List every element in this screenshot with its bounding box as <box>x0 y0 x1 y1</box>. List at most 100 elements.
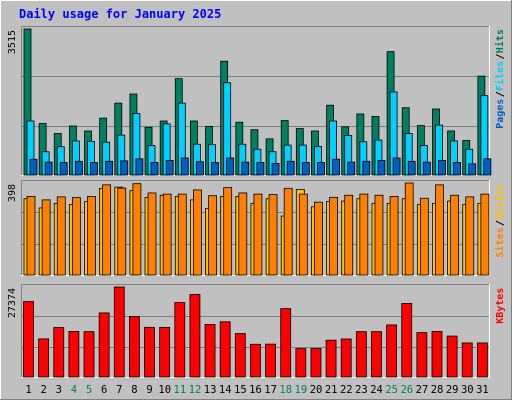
bar-pages-day-28 <box>438 160 446 176</box>
legend-label-sites: Sites <box>494 227 506 257</box>
day-label-27: 27 <box>416 384 429 396</box>
bar-pages-day-5 <box>90 162 98 176</box>
bar-sites-day-29 <box>450 194 460 276</box>
day-label-15: 15 <box>234 384 247 396</box>
bar-pages-day-24 <box>377 160 386 176</box>
bar-sites-day-19 <box>298 193 308 276</box>
bar-kbytes-day-16 <box>250 343 261 378</box>
bar-pages-day-22 <box>347 161 356 176</box>
day-label-13: 13 <box>204 384 217 396</box>
bar-kbytes-day-28 <box>431 331 443 378</box>
bar-pages-day-18 <box>286 160 295 176</box>
bar-kbytes-day-26 <box>401 303 413 378</box>
bar-sites-day-12 <box>193 189 202 276</box>
legend-separator: / <box>495 220 506 226</box>
day-label-26: 26 <box>400 384 413 396</box>
bar-sites-day-17 <box>268 194 278 276</box>
day-label-1: 1 <box>25 384 31 396</box>
bar-kbytes-day-4 <box>68 331 80 378</box>
day-label-19: 19 <box>295 384 308 396</box>
day-label-3: 3 <box>56 384 62 396</box>
legend-label-kbytes: KBytes <box>495 288 506 324</box>
y-max-label-visits-sites: 398 <box>7 184 18 202</box>
bar-sites-day-16 <box>253 193 263 276</box>
legend-label-visits: Visits <box>494 184 506 220</box>
day-label-22: 22 <box>340 384 353 396</box>
bar-kbytes-day-6 <box>98 312 110 378</box>
bar-kbytes-day-23 <box>355 331 367 378</box>
legend-label-pages: Pages <box>495 99 506 129</box>
bar-kbytes-day-27 <box>416 332 428 378</box>
day-label-16: 16 <box>249 384 262 396</box>
bar-pages-day-8 <box>135 158 144 176</box>
bar-sites-day-1 <box>26 196 36 276</box>
bar-kbytes-day-31 <box>476 342 488 378</box>
bar-kbytes-day-18 <box>280 308 292 378</box>
bar-pages-day-14 <box>226 157 235 176</box>
bar-sites-day-11 <box>177 193 187 276</box>
bar-sites-day-10 <box>162 193 172 276</box>
day-label-11: 11 <box>174 384 187 396</box>
bar-kbytes-day-20 <box>310 348 322 378</box>
bar-pages-day-3 <box>59 162 68 176</box>
day-label-18: 18 <box>279 384 292 396</box>
bar-kbytes-day-9 <box>144 326 155 378</box>
bar-sites-day-7 <box>117 187 127 276</box>
bar-pages-day-31 <box>483 158 492 176</box>
bar-sites-day-3 <box>56 196 66 276</box>
day-label-31: 31 <box>476 384 489 396</box>
bar-pages-day-25 <box>392 157 401 176</box>
bar-pages-day-9 <box>150 162 159 176</box>
bar-kbytes-day-5 <box>83 331 95 378</box>
day-label-9: 9 <box>146 384 152 396</box>
legend-label-hits: Hits <box>494 29 506 53</box>
chart-title: Daily usage for January 2025 <box>19 7 221 21</box>
bar-pages-day-30 <box>468 163 477 176</box>
day-label-10: 10 <box>158 384 171 396</box>
bar-sites-day-4 <box>71 197 81 276</box>
bar-pages-day-26 <box>407 160 416 176</box>
day-label-14: 14 <box>219 384 232 396</box>
bar-kbytes-day-3 <box>53 327 65 378</box>
bar-sites-day-30 <box>465 196 475 276</box>
bar-sites-day-22 <box>344 194 354 276</box>
bar-sites-day-20 <box>314 201 323 276</box>
bar-pages-day-29 <box>453 162 462 176</box>
bar-pages-day-27 <box>422 161 431 176</box>
legend-separator: / <box>495 91 506 97</box>
bar-sites-day-23 <box>359 193 369 276</box>
bar-pages-day-7 <box>120 160 129 176</box>
bar-sites-day-2 <box>41 199 51 276</box>
y-max-label-hits-files-pages: 3515 <box>7 30 18 54</box>
bar-sites-day-18 <box>283 187 293 276</box>
legend-separator: / <box>495 53 506 59</box>
day-label-6: 6 <box>101 384 107 396</box>
bar-kbytes-day-2 <box>38 338 50 378</box>
bar-kbytes-day-21 <box>325 339 337 378</box>
day-label-30: 30 <box>461 384 474 396</box>
bar-sites-day-9 <box>147 192 157 276</box>
bar-sites-day-31 <box>480 193 490 276</box>
bar-kbytes-day-24 <box>371 331 382 378</box>
bar-kbytes-day-13 <box>204 323 216 378</box>
bar-pages-day-21 <box>332 158 340 176</box>
bar-sites-day-13 <box>208 195 217 276</box>
bar-pages-day-10 <box>165 160 174 176</box>
bar-sites-day-5 <box>87 196 96 276</box>
day-label-21: 21 <box>325 384 338 396</box>
y-max-label-kbytes: 27374 <box>7 288 18 318</box>
bar-kbytes-day-7 <box>113 286 125 378</box>
day-label-23: 23 <box>355 384 368 396</box>
bar-sites-day-26 <box>404 182 414 276</box>
bar-kbytes-day-11 <box>174 302 186 378</box>
bar-kbytes-day-1 <box>23 301 34 378</box>
day-label-12: 12 <box>189 384 202 396</box>
bar-kbytes-day-12 <box>189 294 201 378</box>
bar-pages-day-23 <box>362 160 371 176</box>
bar-kbytes-day-15 <box>234 333 246 378</box>
bar-pages-day-6 <box>105 160 114 176</box>
day-label-4: 4 <box>71 384 77 396</box>
bar-sites-day-24 <box>374 194 384 276</box>
day-label-25: 25 <box>385 384 398 396</box>
